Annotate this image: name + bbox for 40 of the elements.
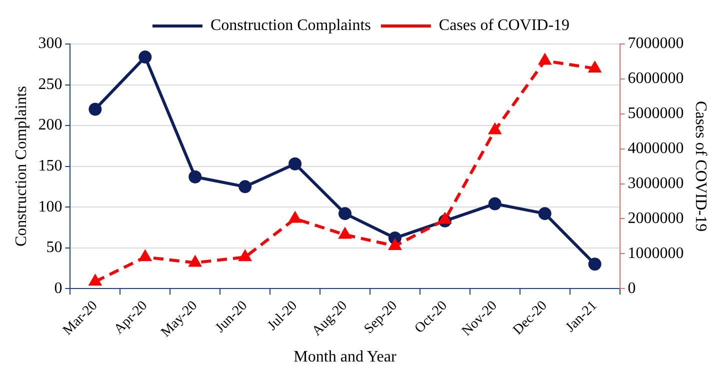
point — [488, 197, 502, 210]
legend-label: Cases of COVID-19 — [438, 17, 570, 34]
point — [338, 207, 352, 220]
point — [289, 212, 301, 223]
y2-tick-label: 5000000 — [628, 105, 684, 122]
y2-tick-label: 4000000 — [628, 140, 684, 158]
y2-tick-label: 6000000 — [628, 70, 684, 88]
y-tick-label: 300 — [38, 35, 62, 52]
point — [188, 170, 202, 184]
point — [238, 180, 252, 194]
point — [538, 207, 552, 220]
legend-label: Construction Complaints — [210, 17, 371, 34]
y2-tick-label: 1000000 — [628, 244, 684, 262]
y2-tick-label: 7000000 — [628, 35, 684, 52]
point — [138, 50, 152, 64]
point — [239, 250, 251, 262]
y-tick-label: 50 — [46, 239, 62, 256]
y-tick-label: 100 — [38, 198, 62, 216]
y2-tick-label: 0 — [628, 280, 636, 297]
point — [288, 157, 302, 170]
point — [539, 54, 551, 65]
y2-axis-title: Cases of COVID-19 — [692, 100, 710, 232]
y-tick-label: 200 — [38, 116, 62, 134]
point — [489, 124, 501, 134]
point — [389, 239, 401, 250]
point — [439, 213, 451, 224]
point — [89, 275, 102, 286]
point — [88, 102, 102, 116]
y-tick-label: 150 — [38, 157, 62, 174]
x-axis-title: Month and Year — [294, 348, 397, 366]
point — [139, 250, 151, 262]
y2-tick-label: 2000000 — [628, 210, 684, 227]
y-tick-label: 0 — [54, 280, 62, 297]
y-tick-label: 250 — [38, 76, 62, 93]
y2-tick-label: 3000000 — [628, 174, 684, 192]
point — [189, 256, 201, 267]
point — [588, 258, 602, 271]
y-axis-title: Construction Complaints — [12, 86, 30, 247]
point — [339, 228, 351, 239]
point — [588, 62, 601, 72]
